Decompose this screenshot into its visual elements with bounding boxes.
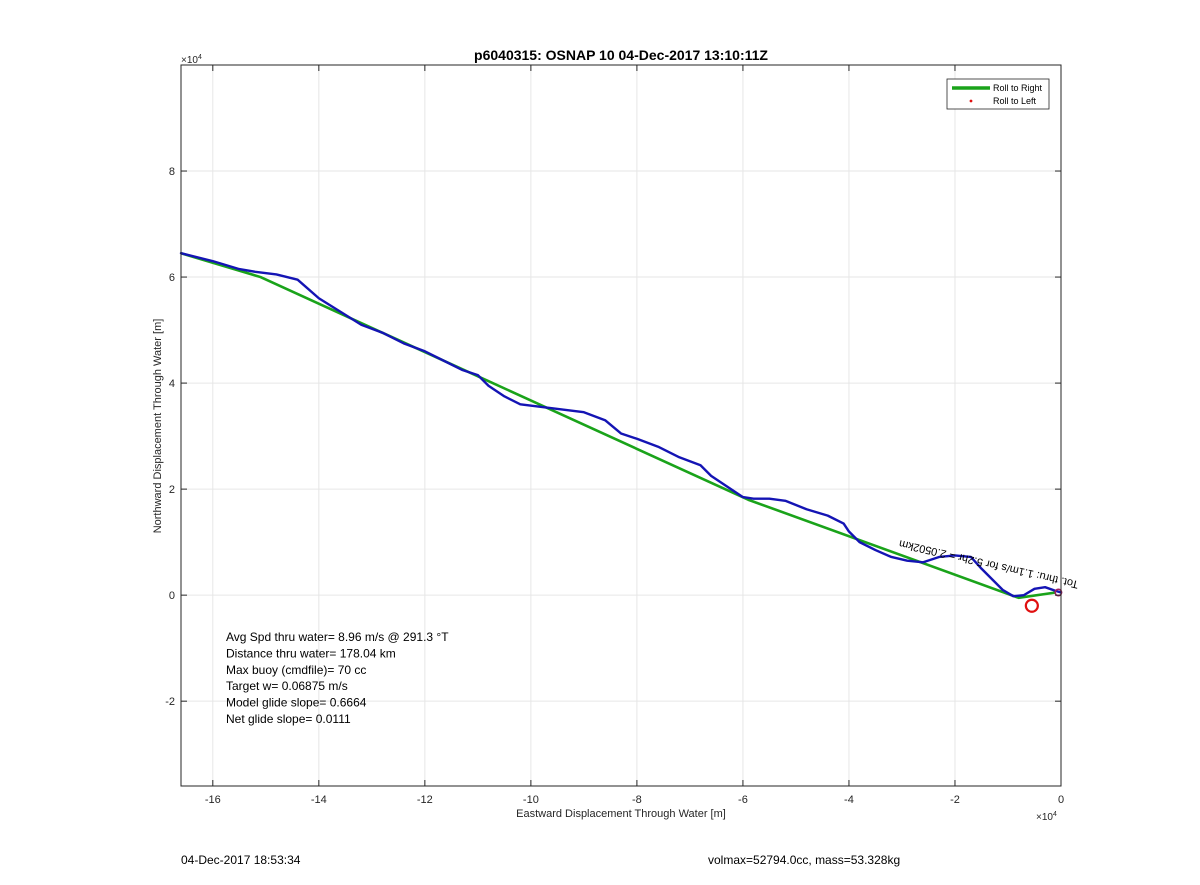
series-track-line: [179, 252, 1063, 598]
stats-line: Max buoy (cmdfile)= 70 cc: [226, 663, 366, 677]
y-tick-label: -2: [165, 696, 175, 708]
x-tick-label: -8: [632, 794, 642, 806]
y-exponent-power: 4: [198, 54, 202, 61]
y-tick-label: 4: [169, 378, 175, 390]
legend-box: [946, 78, 1050, 110]
svg-text:×104: ×104: [181, 54, 202, 66]
circle-marker: [1024, 598, 1039, 613]
svg-text:×104: ×104: [1036, 811, 1057, 823]
end-marker: [1054, 588, 1063, 597]
chart-title: p6040315: OSNAP 10 04-Dec-2017 13:10:11Z: [474, 47, 768, 63]
x-axis-label: Eastward Displacement Through Water [m]: [516, 808, 726, 820]
y-tick-label: 8: [169, 166, 175, 178]
y-exponent: ×104: [181, 54, 202, 66]
plot-area: [181, 65, 1061, 786]
stats-line: Net glide slope= 0.0111: [226, 712, 351, 726]
y-tick-label: 0: [169, 590, 175, 602]
legend: Roll to Right Roll to Left: [946, 78, 1050, 110]
x-tick-label: -12: [417, 794, 433, 806]
y-tick-label: 2: [169, 484, 175, 496]
stats-line: Distance thru water= 178.04 km: [226, 646, 396, 660]
legend-label-roll-right: Roll to Right: [993, 83, 1043, 93]
y-tick-label: 6: [169, 272, 175, 284]
x-tick-label: -10: [523, 794, 539, 806]
plot-frame: [180, 64, 1062, 787]
x-tick-label: -4: [844, 794, 854, 806]
y-axis-label: Northward Displacement Through Water [m]: [152, 319, 164, 534]
stats-line: Avg Spd thru water= 8.96 m/s @ 291.3 °T: [226, 630, 449, 644]
grid: [181, 65, 1062, 786]
stats-line: Target w= 0.06875 m/s: [226, 679, 348, 693]
x-tick-label: 0: [1058, 794, 1064, 806]
ticks: -16 -14 -12 -10 -8 -6 -4 -2 0 -2 0 2 4 6 8: [165, 65, 1064, 806]
x-exponent: ×104: [1036, 811, 1057, 823]
x-tick-label: -16: [205, 794, 221, 806]
y-exponent-base: ×10: [181, 55, 198, 66]
series-roll-to-right-line: [180, 251, 1056, 600]
x-tick-label: -14: [311, 794, 327, 806]
legend-swatch-roll-left: [969, 99, 973, 103]
x-exponent-base: ×10: [1036, 812, 1053, 823]
stats-block: Avg Spd thru water= 8.96 m/s @ 291.3 °T D…: [226, 630, 449, 726]
footer-timestamp: 04-Dec-2017 18:53:34: [181, 853, 301, 867]
stats-line: Model glide slope= 0.6664: [226, 696, 367, 710]
x-exponent-power: 4: [1053, 811, 1057, 818]
footer-volmax: volmax=52794.0cc, mass=53.328kg: [708, 853, 901, 867]
legend-label-roll-left: Roll to Left: [993, 96, 1037, 106]
x-tick-label: -2: [950, 794, 960, 806]
x-tick-label: -6: [738, 794, 748, 806]
